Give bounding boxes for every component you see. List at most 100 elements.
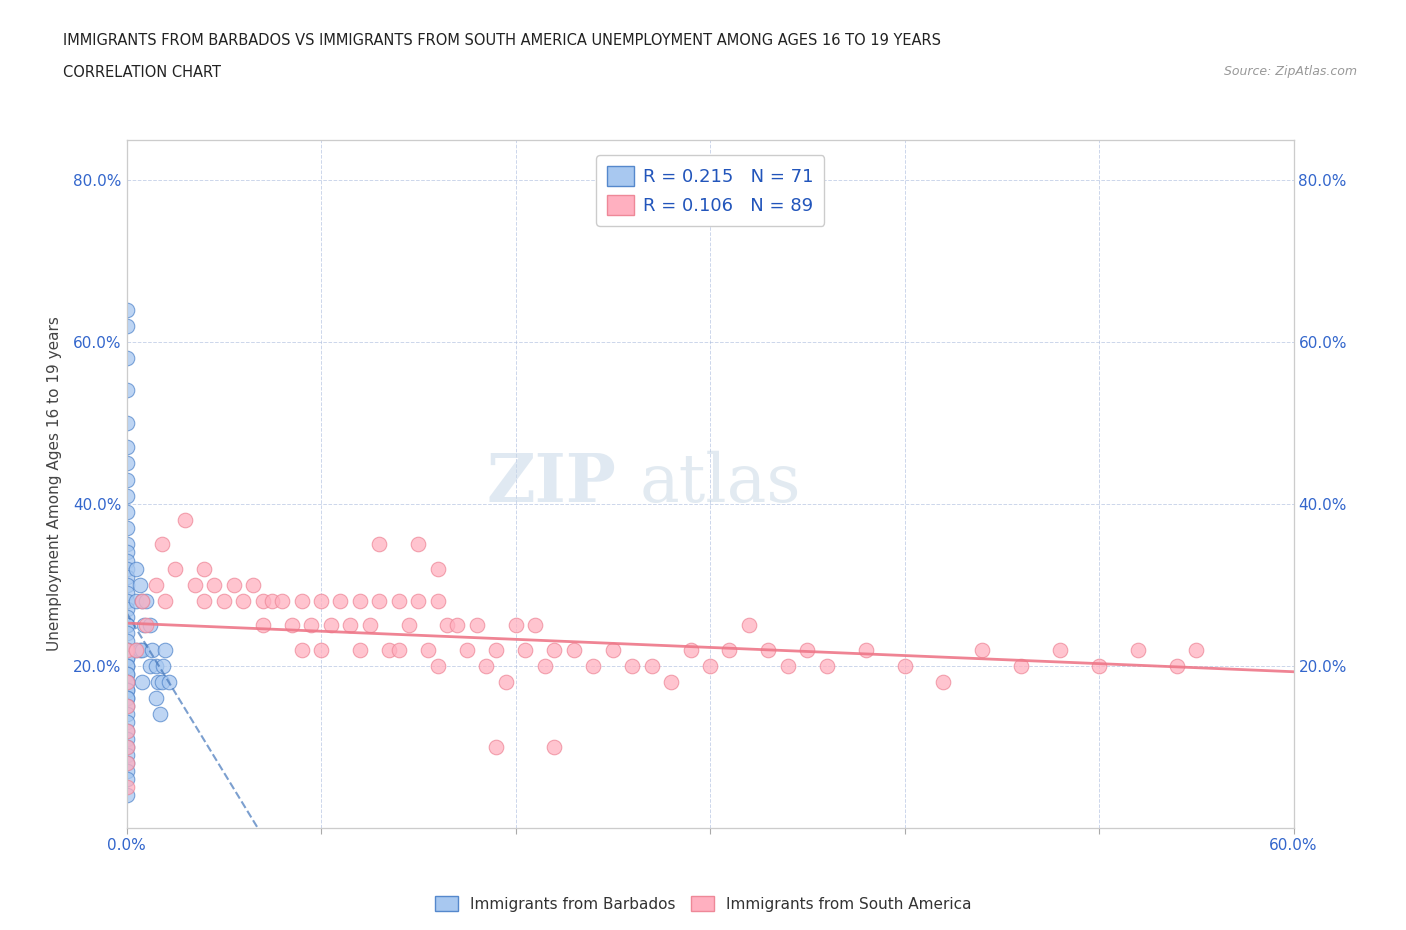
Point (125, 642, 148, 657)
Point (115, 748, 138, 763)
Point (152, 658, 174, 673)
Point (135, 618, 157, 632)
Point (115, 302, 138, 317)
Point (115, 674, 138, 689)
Point (1088, 658, 1111, 673)
Point (115, 731, 138, 746)
Point (1049, 642, 1071, 657)
Point (115, 755, 138, 770)
Point (115, 674, 138, 689)
Legend: Immigrants from Barbados, Immigrants from South America: Immigrants from Barbados, Immigrants fro… (429, 889, 977, 918)
Point (738, 618, 761, 632)
Point (115, 658, 138, 673)
Point (149, 707, 172, 722)
Point (145, 578, 167, 592)
Point (893, 658, 915, 673)
Point (115, 610, 138, 625)
Point (1010, 658, 1032, 673)
Point (252, 618, 274, 632)
Point (368, 593, 391, 608)
Point (115, 650, 138, 665)
Point (115, 618, 138, 632)
Point (456, 642, 478, 657)
Point (115, 724, 138, 738)
Point (388, 642, 411, 657)
Point (495, 674, 517, 689)
Point (115, 488, 138, 503)
Point (115, 779, 138, 794)
Point (115, 715, 138, 730)
Point (505, 618, 527, 632)
Point (309, 642, 332, 657)
Point (115, 698, 138, 713)
Point (202, 578, 225, 592)
Point (115, 724, 138, 738)
Point (115, 755, 138, 770)
Point (485, 642, 508, 657)
Point (115, 537, 138, 551)
Point (408, 537, 430, 551)
Point (271, 593, 294, 608)
Point (115, 383, 138, 398)
Point (141, 642, 163, 657)
Point (115, 593, 138, 608)
Point (426, 658, 449, 673)
Point (543, 642, 565, 657)
Point (132, 618, 155, 632)
Point (193, 593, 215, 608)
Point (115, 650, 138, 665)
Point (115, 578, 138, 592)
Point (150, 537, 173, 551)
Point (349, 593, 371, 608)
Point (1166, 658, 1188, 673)
Point (115, 521, 138, 536)
Point (1185, 642, 1208, 657)
Text: IMMIGRANTS FROM BARBADOS VS IMMIGRANTS FROM SOUTH AMERICA UNEMPLOYMENT AMONG AGE: IMMIGRANTS FROM BARBADOS VS IMMIGRANTS F… (63, 33, 941, 47)
Point (115, 618, 138, 632)
Point (150, 674, 173, 689)
Point (222, 578, 245, 592)
Point (349, 642, 371, 657)
Point (115, 440, 138, 455)
Point (115, 569, 138, 584)
Point (115, 586, 138, 601)
Point (145, 658, 167, 673)
Point (339, 618, 361, 632)
Point (242, 578, 264, 592)
Point (1126, 642, 1149, 657)
Point (718, 642, 741, 657)
Point (515, 642, 537, 657)
Point (115, 416, 138, 431)
Point (115, 642, 138, 657)
Point (139, 658, 162, 673)
Point (972, 642, 994, 657)
Point (115, 602, 138, 617)
Point (426, 561, 449, 576)
Point (543, 739, 565, 754)
Point (115, 667, 138, 682)
Point (131, 642, 153, 657)
Point (533, 658, 555, 673)
Point (855, 642, 877, 657)
Text: atlas: atlas (640, 451, 801, 516)
Point (756, 642, 779, 657)
Point (115, 667, 138, 682)
Legend: R = 0.215   N = 71, R = 0.106   N = 89: R = 0.215 N = 71, R = 0.106 N = 89 (596, 155, 824, 226)
Point (115, 318, 138, 333)
Point (115, 626, 138, 641)
Point (115, 739, 138, 754)
Point (408, 593, 430, 608)
Point (621, 658, 644, 673)
Point (659, 674, 682, 689)
Point (146, 674, 169, 689)
Point (115, 764, 138, 778)
Point (290, 593, 312, 608)
Point (145, 691, 167, 706)
Point (465, 618, 488, 632)
Point (115, 456, 138, 471)
Point (388, 593, 411, 608)
Point (319, 618, 342, 632)
Point (699, 658, 721, 673)
Point (157, 674, 180, 689)
Point (129, 578, 152, 592)
